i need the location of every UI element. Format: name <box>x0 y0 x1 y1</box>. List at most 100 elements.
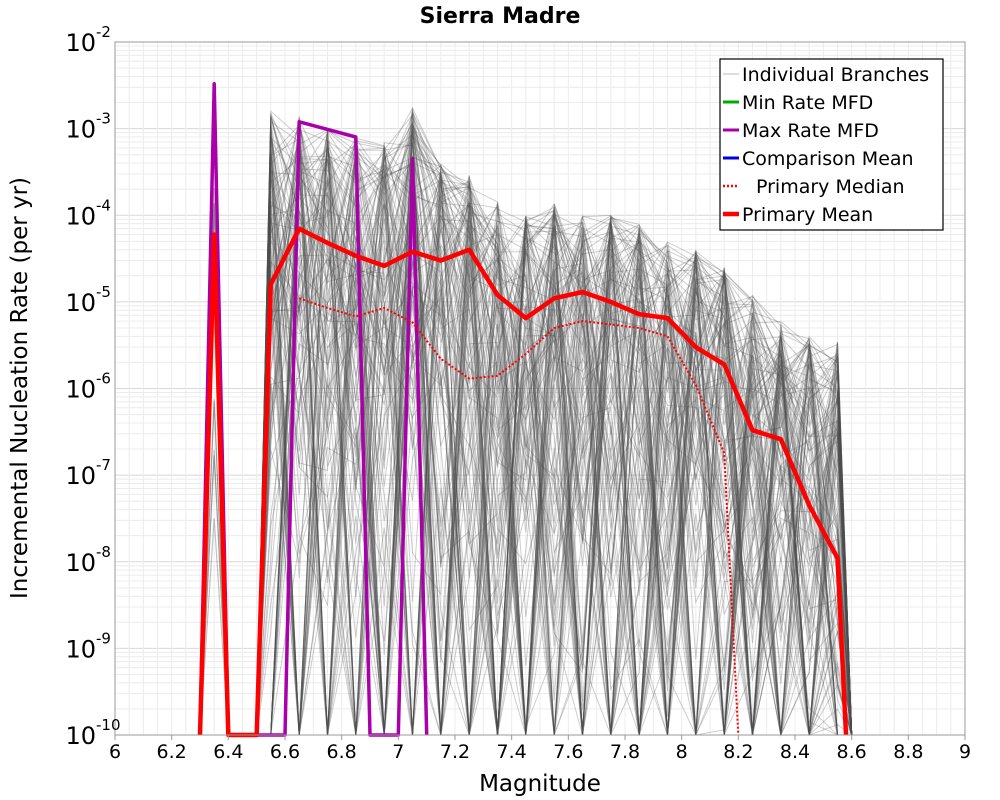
branch-line <box>256 113 853 737</box>
branch-line <box>256 217 853 736</box>
series-line-primary-median <box>298 297 740 736</box>
branch-line <box>256 165 852 736</box>
y-tick-exponent: -5 <box>96 283 111 301</box>
branch-line <box>256 145 853 736</box>
y-tick-base: 10 <box>65 29 96 57</box>
branch-line <box>256 168 853 736</box>
branch-line <box>256 177 853 737</box>
branch-line <box>256 150 853 736</box>
branch-line <box>256 155 853 736</box>
branch-line <box>256 133 852 736</box>
branch-line <box>256 176 853 736</box>
branch-line <box>256 117 852 736</box>
x-tick-label: 7.2 <box>440 741 470 763</box>
x-tick-label: 7 <box>392 741 404 763</box>
y-tick-label: 10 -4 <box>65 196 111 230</box>
branch-line <box>256 139 853 736</box>
branch-line <box>256 199 853 736</box>
branch-line <box>256 121 853 736</box>
y-tick-base: 10 <box>65 722 96 750</box>
branch-line <box>256 144 853 736</box>
x-tick-label: 6.2 <box>157 741 187 763</box>
x-tick-label: 8.2 <box>723 741 753 763</box>
branch-line <box>256 144 853 736</box>
y-tick-exponent: -10 <box>96 716 121 734</box>
branch-line <box>256 163 853 736</box>
branch-line <box>256 112 853 736</box>
branch-line <box>256 113 853 736</box>
branch-line <box>256 146 853 736</box>
branch-line <box>256 140 853 736</box>
branch-line <box>256 209 853 736</box>
y-tick-base: 10 <box>65 202 96 230</box>
branch-line <box>256 171 853 736</box>
x-tick-label: 8.6 <box>837 741 867 763</box>
branch-line <box>256 114 853 736</box>
branch-line <box>256 129 852 736</box>
branch-line <box>256 178 853 736</box>
branch-line <box>256 159 853 736</box>
legend-label: Primary Mean <box>742 204 873 226</box>
x-tick-label: 7.8 <box>610 741 640 763</box>
branch-line <box>256 176 853 736</box>
branch-line <box>256 137 853 736</box>
x-tick-label: 7.6 <box>553 741 583 763</box>
branch-line <box>256 108 853 736</box>
branch-line <box>256 149 853 736</box>
x-tick-label: 6 <box>109 741 121 763</box>
branch-line <box>256 137 853 736</box>
y-tick-exponent: -7 <box>96 456 111 474</box>
y-tick-label: 10 -6 <box>65 370 111 404</box>
x-tick-label: 6.4 <box>213 741 243 763</box>
branch-line <box>256 122 853 736</box>
branch-line <box>256 113 853 736</box>
branch-line <box>256 179 853 736</box>
branch-line <box>256 180 853 736</box>
series-lines <box>197 81 849 738</box>
branch-line <box>256 120 852 736</box>
x-tick-label: 8.4 <box>780 741 810 763</box>
legend-label: Max Rate MFD <box>742 120 879 142</box>
legend-label: Primary Median <box>756 176 905 198</box>
branch-line <box>256 137 853 736</box>
y-tick-exponent: -8 <box>96 543 111 561</box>
branch-line <box>256 183 853 736</box>
branch-line <box>256 139 853 736</box>
x-tick-label: 8 <box>676 741 688 763</box>
legend-label: Min Rate MFD <box>742 92 873 114</box>
branch-line <box>256 119 852 736</box>
branch-line <box>256 176 852 736</box>
y-tick-exponent: -6 <box>96 370 111 388</box>
branch-line <box>256 155 853 736</box>
branch-line <box>256 138 852 736</box>
branch-line <box>256 151 853 736</box>
branch-line <box>256 130 852 736</box>
branch-line <box>256 128 853 736</box>
branch-line <box>256 110 853 736</box>
legend: Individual Branches Min Rate MFD Max Rate … <box>719 58 944 231</box>
branch-line <box>256 128 853 736</box>
branch-line <box>256 142 853 736</box>
y-tick-exponent: -9 <box>96 629 111 647</box>
branch-line <box>256 142 852 736</box>
y-tick-label: 10 -2 <box>65 23 111 57</box>
y-tick-label: 10 -5 <box>65 283 111 317</box>
branch-line <box>256 135 853 736</box>
branch-line <box>256 175 852 736</box>
y-axis-label: Incremental Nucleation Rate (per yr) <box>7 177 33 599</box>
branch-line <box>256 191 853 736</box>
y-tick-base: 10 <box>65 549 96 577</box>
x-axis-label: Magnitude <box>479 771 601 797</box>
branch-line <box>256 116 853 736</box>
branch-line <box>256 209 853 736</box>
branch-line <box>256 178 853 736</box>
branch-line <box>256 136 853 736</box>
y-tick-base: 10 <box>65 116 96 144</box>
branch-line <box>256 160 853 736</box>
branch-line <box>256 184 853 736</box>
branch-line <box>256 140 853 736</box>
y-tick-base: 10 <box>65 289 96 317</box>
branch-line <box>256 143 852 736</box>
